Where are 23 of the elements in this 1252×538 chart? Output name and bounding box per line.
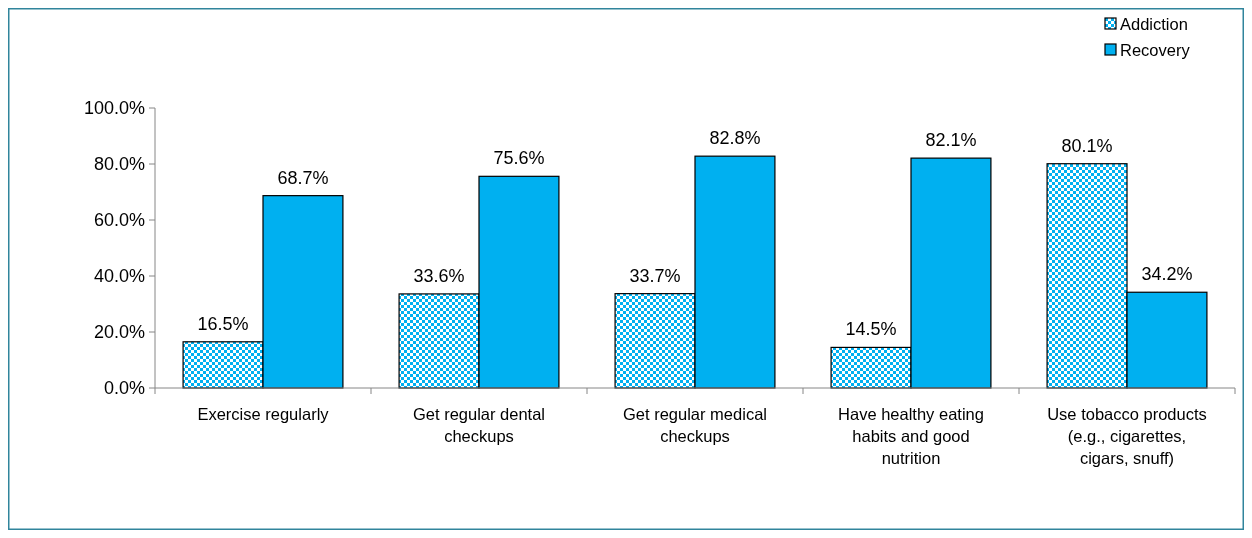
y-tick-label: 60.0% xyxy=(93,210,145,231)
data-label: 33.7% xyxy=(629,265,681,286)
data-label: 14.5% xyxy=(845,319,897,340)
data-label: 82.1% xyxy=(925,130,977,151)
data-label: 82.8% xyxy=(709,128,761,149)
data-label: 68.7% xyxy=(277,167,329,188)
x-tick-label: Use tobacco products (e.g., cigarettes, cigars, snuff) xyxy=(1047,405,1207,467)
y-tick-label: 40.0% xyxy=(93,266,145,287)
y-tick-label: 100.0% xyxy=(83,98,145,119)
x-tick-label: Have healthy eating habits and good nutrition xyxy=(838,405,984,467)
y-tick-label: 0.0% xyxy=(103,378,145,399)
x-tick-label: Get regular medical checkups xyxy=(623,405,767,445)
legend-label: Addiction xyxy=(1120,14,1188,33)
y-tick-label: 20.0% xyxy=(93,322,145,343)
data-label: 16.5% xyxy=(197,313,249,334)
legend-label: Recovery xyxy=(1120,40,1191,59)
data-label: 34.2% xyxy=(1141,264,1193,285)
x-tick-label: Exercise regularly xyxy=(197,405,330,423)
data-label: 33.6% xyxy=(413,265,465,286)
data-label: 80.1% xyxy=(1061,135,1113,156)
data-label: 75.6% xyxy=(493,148,545,169)
x-tick-label: Get regular dental checkups xyxy=(412,405,546,445)
y-tick-label: 80.0% xyxy=(93,154,145,175)
